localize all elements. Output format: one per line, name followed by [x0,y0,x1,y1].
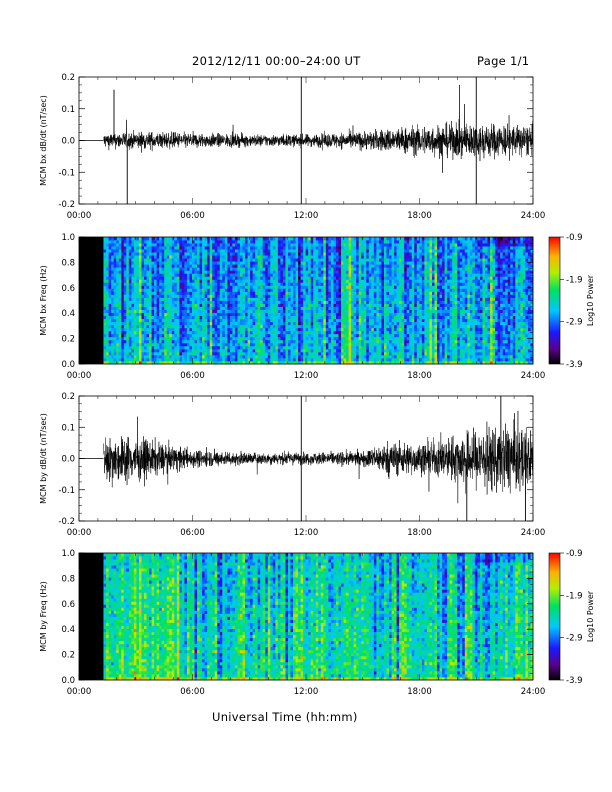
panel-2-xtick-label: 12:00 [294,371,319,381]
panel-3-xtick-label: 24:00 [521,528,546,538]
page-title: 2012/12/11 00:00–24:00 UT [192,54,361,68]
panel-4-xtick-label: 12:00 [294,687,319,697]
panel-2-ytick-label: 0.0 [61,360,75,370]
panel-4-y-axis-label: MCM by Freq (Hz) [39,581,48,651]
panel-3-ytick-label: 0.0 [61,455,75,465]
panel-4-ytick-label: 1.0 [61,549,75,559]
panel-2-colorbar-label: Log10 Power [586,274,595,326]
panel-2-ytick-label: 0.6 [61,284,75,294]
panel-4-colorbar-tick-label: -2.9 [566,634,583,644]
panel-4-xtick-label: 18:00 [407,687,432,697]
panel-4-colorbar-tick-label: -1.9 [566,591,583,601]
panel-4-ytick-label: 0.2 [61,651,75,661]
panel-3-xtick-label: 18:00 [407,528,432,538]
panel-3-ytick-label: -0.2 [58,517,75,527]
panel-3-ytick-label: 0.2 [61,392,75,402]
panel-4-xtick-label: 24:00 [521,687,546,697]
panel-1-y-axis-label: MCM bx dB/dt (nT/sec) [39,95,48,186]
panel-3-ytick-label: -0.1 [58,486,75,496]
panel-1-ytick-label: 0.0 [61,137,75,147]
panel-2-ytick-label: 0.2 [61,335,75,345]
panel-3-ytick-label: 0.1 [61,423,75,433]
panel-2-ytick-label: 0.4 [61,309,75,319]
panel-2-ytick-label: 0.8 [61,258,75,268]
panel-2-colorbar [548,236,561,365]
panel-4-colorbar-tick-label: -0.9 [566,549,583,559]
panel-1-xtick-label: 12:00 [294,211,319,221]
panel-1-xtick-label: 00:00 [67,211,92,221]
panel-1-xtick-label: 24:00 [521,211,546,221]
panel-2-xtick-label: 24:00 [521,371,546,381]
panel-1-series-line [103,84,534,173]
panel-4-xtick-label: 00:00 [67,687,92,697]
panel-1-ytick-label: 0.2 [61,73,75,83]
panel-4-no-data-region [79,553,104,680]
panel-1-ytick-label: 0.1 [61,105,75,115]
panel-2-xtick-label: 18:00 [407,371,432,381]
panel-2-no-data-region [79,237,104,364]
panel-3-xtick-label: 12:00 [294,528,319,538]
panel-4-colorbar [548,552,561,681]
panel-2-y-axis-label: MCM bx Freq (Hz) [39,265,48,335]
panel-4-xtick-label: 06:00 [180,687,205,697]
panel-3-series-line [103,410,534,504]
panel-1-xtick-label: 06:00 [180,211,205,221]
panel-2-colorbar-tick-label: -0.9 [566,233,583,243]
page-number: Page 1/1 [477,54,530,68]
panel-3-y-axis-label: MCM by dB/dt (nT/sec) [39,413,48,504]
panel-2-spectrogram [103,237,534,365]
panel-3-xtick-label: 06:00 [180,528,205,538]
panel-4-spectrogram [103,553,534,681]
panel-2-colorbar-tick-label: -1.9 [566,275,583,285]
panel-4-colorbar-tick-label: -3.9 [566,676,583,686]
panel-4-ytick-label: 0.8 [61,574,75,584]
panel-4-ytick-label: 0.6 [61,600,75,610]
panel-1-ytick-label: -0.2 [58,200,75,210]
panel-2-colorbar-tick-label: -3.9 [566,360,583,370]
panel-4-ytick-label: 0.0 [61,676,75,686]
panel-4-colorbar-label: Log10 Power [586,590,595,642]
panel-4-ytick-label: 0.4 [61,625,75,635]
panel-1-ytick-label: -0.1 [58,168,75,178]
x-axis-title: Universal Time (hh:mm) [212,710,358,724]
panel-1-xtick-label: 18:00 [407,211,432,221]
panel-2-ytick-label: 1.0 [61,233,75,243]
panel-2-xtick-label: 00:00 [67,371,92,381]
panel-2-colorbar-tick-label: -2.9 [566,318,583,328]
panel-3-xtick-label: 00:00 [67,528,92,538]
panel-2-xtick-label: 06:00 [180,371,205,381]
